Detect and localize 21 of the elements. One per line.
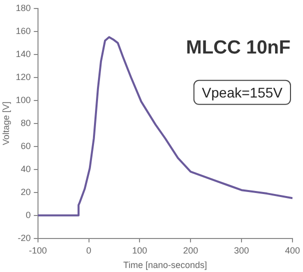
y-tick-label: 180 <box>16 2 31 13</box>
x-tick-label: 100 <box>132 245 148 256</box>
x-axis-title: Time [nano-seconds] <box>123 260 208 270</box>
y-tick-label: -20 <box>18 232 31 243</box>
y-tick-label: 160 <box>16 26 31 36</box>
y-tick-label: 0 <box>26 210 31 220</box>
y-tick-label: 140 <box>16 48 31 59</box>
x-tick-label: 200 <box>183 245 198 256</box>
annotation: Vpeak=155V <box>202 84 284 100</box>
y-tick-label: 60 <box>20 140 31 151</box>
x-tick-label: -100 <box>28 245 47 256</box>
y-tick-label: 40 <box>20 164 31 174</box>
y-axis-title: Voltage [V] <box>0 102 11 146</box>
annotation: MLCC 10nF <box>186 38 290 59</box>
y-tick-label: 20 <box>20 186 31 197</box>
y-tick-label: 80 <box>20 118 31 128</box>
x-tick-label: 400 <box>284 245 300 256</box>
y-tick-label: 120 <box>16 72 31 82</box>
x-tick-label: 0 <box>86 245 92 256</box>
y-tick-label: 100 <box>16 94 31 105</box>
x-tick-label: 300 <box>234 245 250 256</box>
